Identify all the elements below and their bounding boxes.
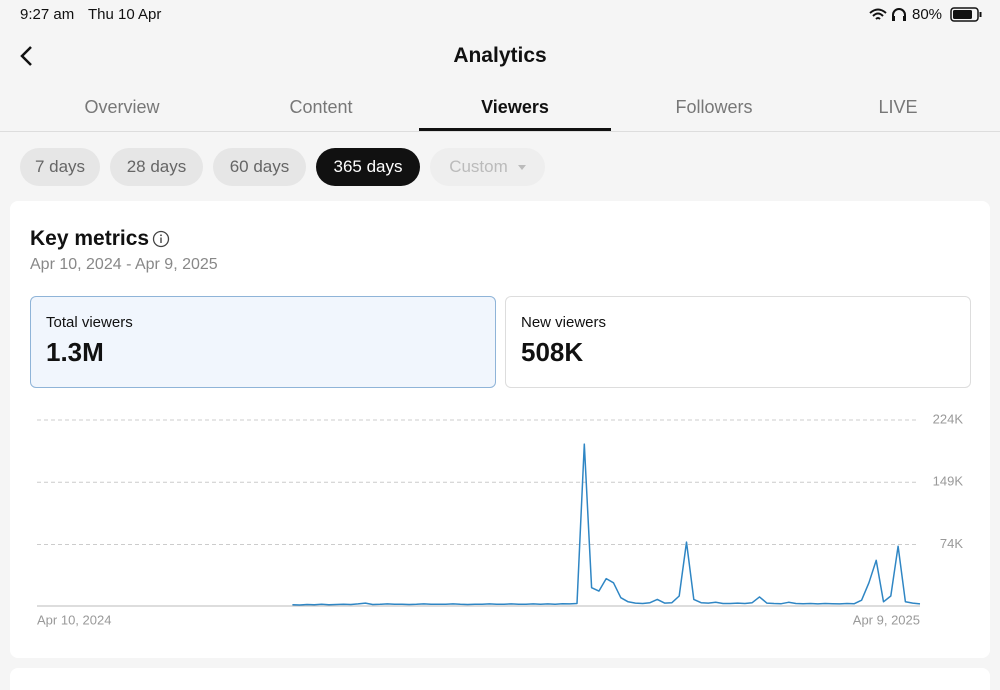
x-tick-label: Apr 9, 2025 [853,612,920,627]
metric-value: 508K [521,337,584,367]
tab-indicator [419,128,611,131]
range-chip[interactable]: 60 days [213,148,306,186]
metrics-card [10,201,990,658]
metric-label: Total viewers [46,314,133,331]
dropdown-arrow [517,165,526,171]
range-chip[interactable]: 28 days [110,148,203,186]
y-tick-label: 149K [933,474,964,489]
y-tick-label: 224K [933,411,964,426]
x-tick-label: Apr 10, 2024 [37,612,111,627]
battery-icon [950,7,982,22]
back-button[interactable] [16,44,40,70]
next-card [10,668,990,690]
range-chip[interactable]: Custom [430,148,545,186]
info-icon[interactable] [151,229,171,249]
tab[interactable]: Followers [675,97,753,117]
page-title: Analytics [453,44,547,67]
tab[interactable]: Viewers [481,97,549,117]
range-label: Custom [449,157,508,176]
tab[interactable]: Overview [84,97,160,117]
range-chip[interactable]: 365 days [316,148,420,186]
metric-value: 1.3M [46,337,104,367]
divider [0,131,1000,132]
tab[interactable]: LIVE [878,97,918,117]
battery-level: 80% [912,6,943,23]
metric-tile[interactable]: New viewers 508K [505,296,971,388]
metric-label: New viewers [521,314,607,331]
range-chip[interactable]: 7 days [20,148,100,186]
date-range: Apr 10, 2024 - Apr 9, 2025 [30,256,218,273]
status-icons [869,8,906,21]
y-tick-label: 74K [940,536,963,551]
status-time: 9:27 am [20,6,75,23]
series-line [292,443,921,606]
card-title: Key metrics [30,227,150,250]
tab[interactable]: Content [289,97,353,117]
chart: 224K 149K 74K Apr 10, 2024 Apr 9, 2025 [37,411,964,627]
metric-tile[interactable]: Total viewers 1.3M [30,296,496,388]
status-date: Thu 10 Apr [88,6,162,23]
